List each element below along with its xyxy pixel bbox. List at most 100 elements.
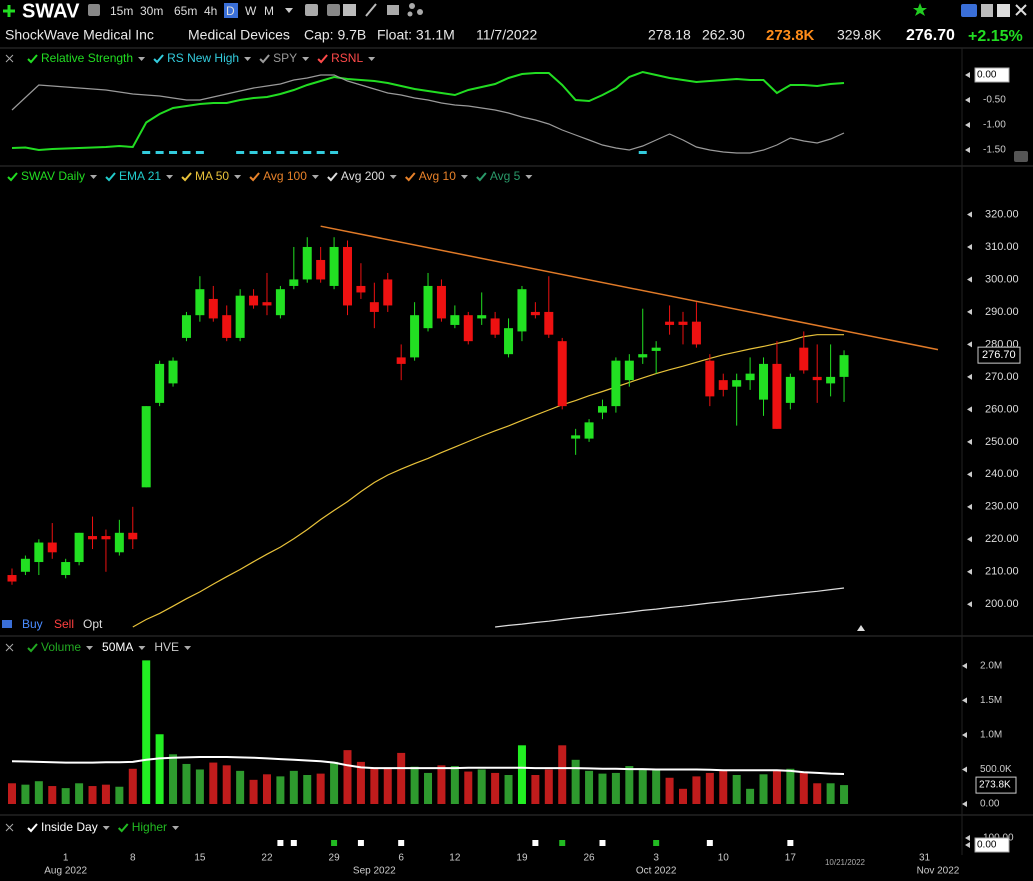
rs-new-high	[303, 151, 312, 154]
volume-bar	[249, 779, 258, 804]
volume-bar	[142, 660, 151, 804]
candle-body	[262, 302, 272, 306]
y-tick-label: -0.50	[983, 95, 1006, 106]
y-tick-label: 210.00	[985, 566, 1019, 578]
low: 262.30	[702, 27, 745, 43]
volume-bar	[34, 781, 43, 804]
volume-bar	[370, 768, 379, 804]
x-tick-label: 29	[329, 853, 341, 864]
legend-check	[476, 172, 487, 182]
tool-icon[interactable]	[327, 4, 340, 16]
timeframe[interactable]: W	[245, 4, 257, 18]
close-panel[interactable]	[5, 54, 14, 63]
last-price-box	[977, 346, 1021, 364]
volume-bar	[48, 786, 57, 804]
candle-body	[302, 246, 312, 280]
dropdown-icon[interactable]	[285, 8, 293, 13]
legend-entry[interactable]: Avg 100	[263, 169, 307, 183]
candle-body	[61, 562, 71, 576]
legend-entry[interactable]: Higher	[132, 820, 167, 834]
x-tick-label: 17	[785, 853, 797, 864]
legend-entry[interactable]: Avg 10	[419, 169, 456, 183]
candle-body	[504, 328, 514, 355]
legend-dropdown	[138, 57, 146, 61]
volume-bar	[437, 765, 446, 804]
legend-entry[interactable]: EMA 21	[119, 169, 161, 183]
volume-bar	[840, 785, 849, 804]
volume-bar	[813, 783, 822, 804]
settings-icon[interactable]	[88, 4, 100, 16]
y-tick-mark	[962, 697, 967, 704]
tool-icon[interactable]	[343, 4, 356, 16]
timeframe[interactable]: 15m	[110, 4, 133, 18]
candle-body	[195, 289, 205, 316]
add-icon[interactable]	[3, 5, 15, 17]
event-marker	[331, 840, 338, 846]
y-tick-mark	[967, 243, 972, 250]
scroll-button[interactable]	[1014, 151, 1028, 162]
timeframe[interactable]: 4h	[204, 4, 217, 18]
candle-body	[74, 532, 84, 563]
close-panel[interactable]	[5, 643, 14, 652]
legend-entry[interactable]: Inside Day	[41, 820, 98, 834]
timeframe[interactable]: M	[264, 4, 274, 18]
scroll-marker[interactable]	[857, 625, 865, 631]
tool-icon[interactable]	[305, 4, 318, 16]
candle-body	[651, 347, 661, 351]
legend-entry[interactable]: SWAV Daily	[21, 169, 85, 183]
legend-check	[249, 172, 260, 182]
x-month-label: Sep 2022	[353, 866, 396, 877]
legend-entry[interactable]: Volume	[41, 640, 81, 654]
event-marker	[599, 840, 606, 846]
window-icon[interactable]	[997, 4, 1010, 17]
y-tick-mark	[965, 835, 970, 841]
buy-button[interactable]: Buy	[22, 617, 43, 631]
legend-entry[interactable]: SPY	[273, 51, 297, 65]
close-icon[interactable]	[1015, 4, 1027, 16]
legend-entry[interactable]: Relative Strength	[41, 51, 133, 65]
rs-new-high	[155, 151, 164, 154]
timeframe[interactable]: 30m	[140, 4, 163, 18]
rt-icon[interactable]	[938, 4, 956, 16]
candle-body	[436, 285, 446, 319]
legend-entry[interactable]: Avg 200	[341, 169, 385, 183]
event-marker	[290, 840, 297, 846]
volume-bar	[464, 771, 473, 804]
tool-icon[interactable]	[409, 3, 415, 9]
candle-body	[665, 321, 675, 325]
candle-body	[799, 347, 809, 371]
active-timeframe-bg	[224, 3, 238, 18]
s-icon[interactable]	[961, 4, 977, 17]
legend-entry[interactable]: RS New High	[167, 51, 239, 65]
sell-button[interactable]: Sell	[54, 617, 74, 631]
company: ShockWave Medical Inc	[5, 27, 154, 43]
volume-bar	[155, 734, 164, 804]
trade-icon[interactable]	[2, 620, 12, 628]
series-line	[11, 70, 845, 152]
candle-body	[839, 355, 849, 377]
timeframe[interactable]: 65m	[174, 4, 197, 18]
legend-entry[interactable]: HVE	[154, 640, 179, 654]
legend-entry[interactable]: RSNL	[331, 51, 363, 65]
y-tick-label: 310.00	[985, 241, 1019, 253]
timeframe[interactable]: D	[226, 4, 235, 18]
candle-body	[745, 373, 755, 381]
volume-bar	[638, 768, 647, 804]
legend-entry[interactable]: 50MA	[102, 640, 133, 654]
y-tick-highlight	[974, 67, 1010, 83]
y-tick-label: 2.0M	[980, 661, 1002, 672]
legend-entry[interactable]: MA 50	[195, 169, 229, 183]
tool-icon[interactable]	[387, 5, 399, 15]
legend-dropdown	[368, 57, 376, 61]
legend-dropdown	[234, 175, 242, 179]
volume-bar	[759, 774, 768, 804]
close-panel[interactable]	[5, 823, 14, 832]
candle-body	[759, 363, 769, 400]
draw-icon[interactable]	[365, 3, 377, 17]
legend-entry[interactable]: Avg 5	[490, 169, 521, 183]
save-icon[interactable]	[981, 4, 993, 17]
star-icon[interactable]	[913, 3, 927, 16]
options-button[interactable]: Opt	[83, 617, 103, 631]
volume-bar	[652, 768, 661, 804]
y-tick-mark	[962, 731, 967, 738]
